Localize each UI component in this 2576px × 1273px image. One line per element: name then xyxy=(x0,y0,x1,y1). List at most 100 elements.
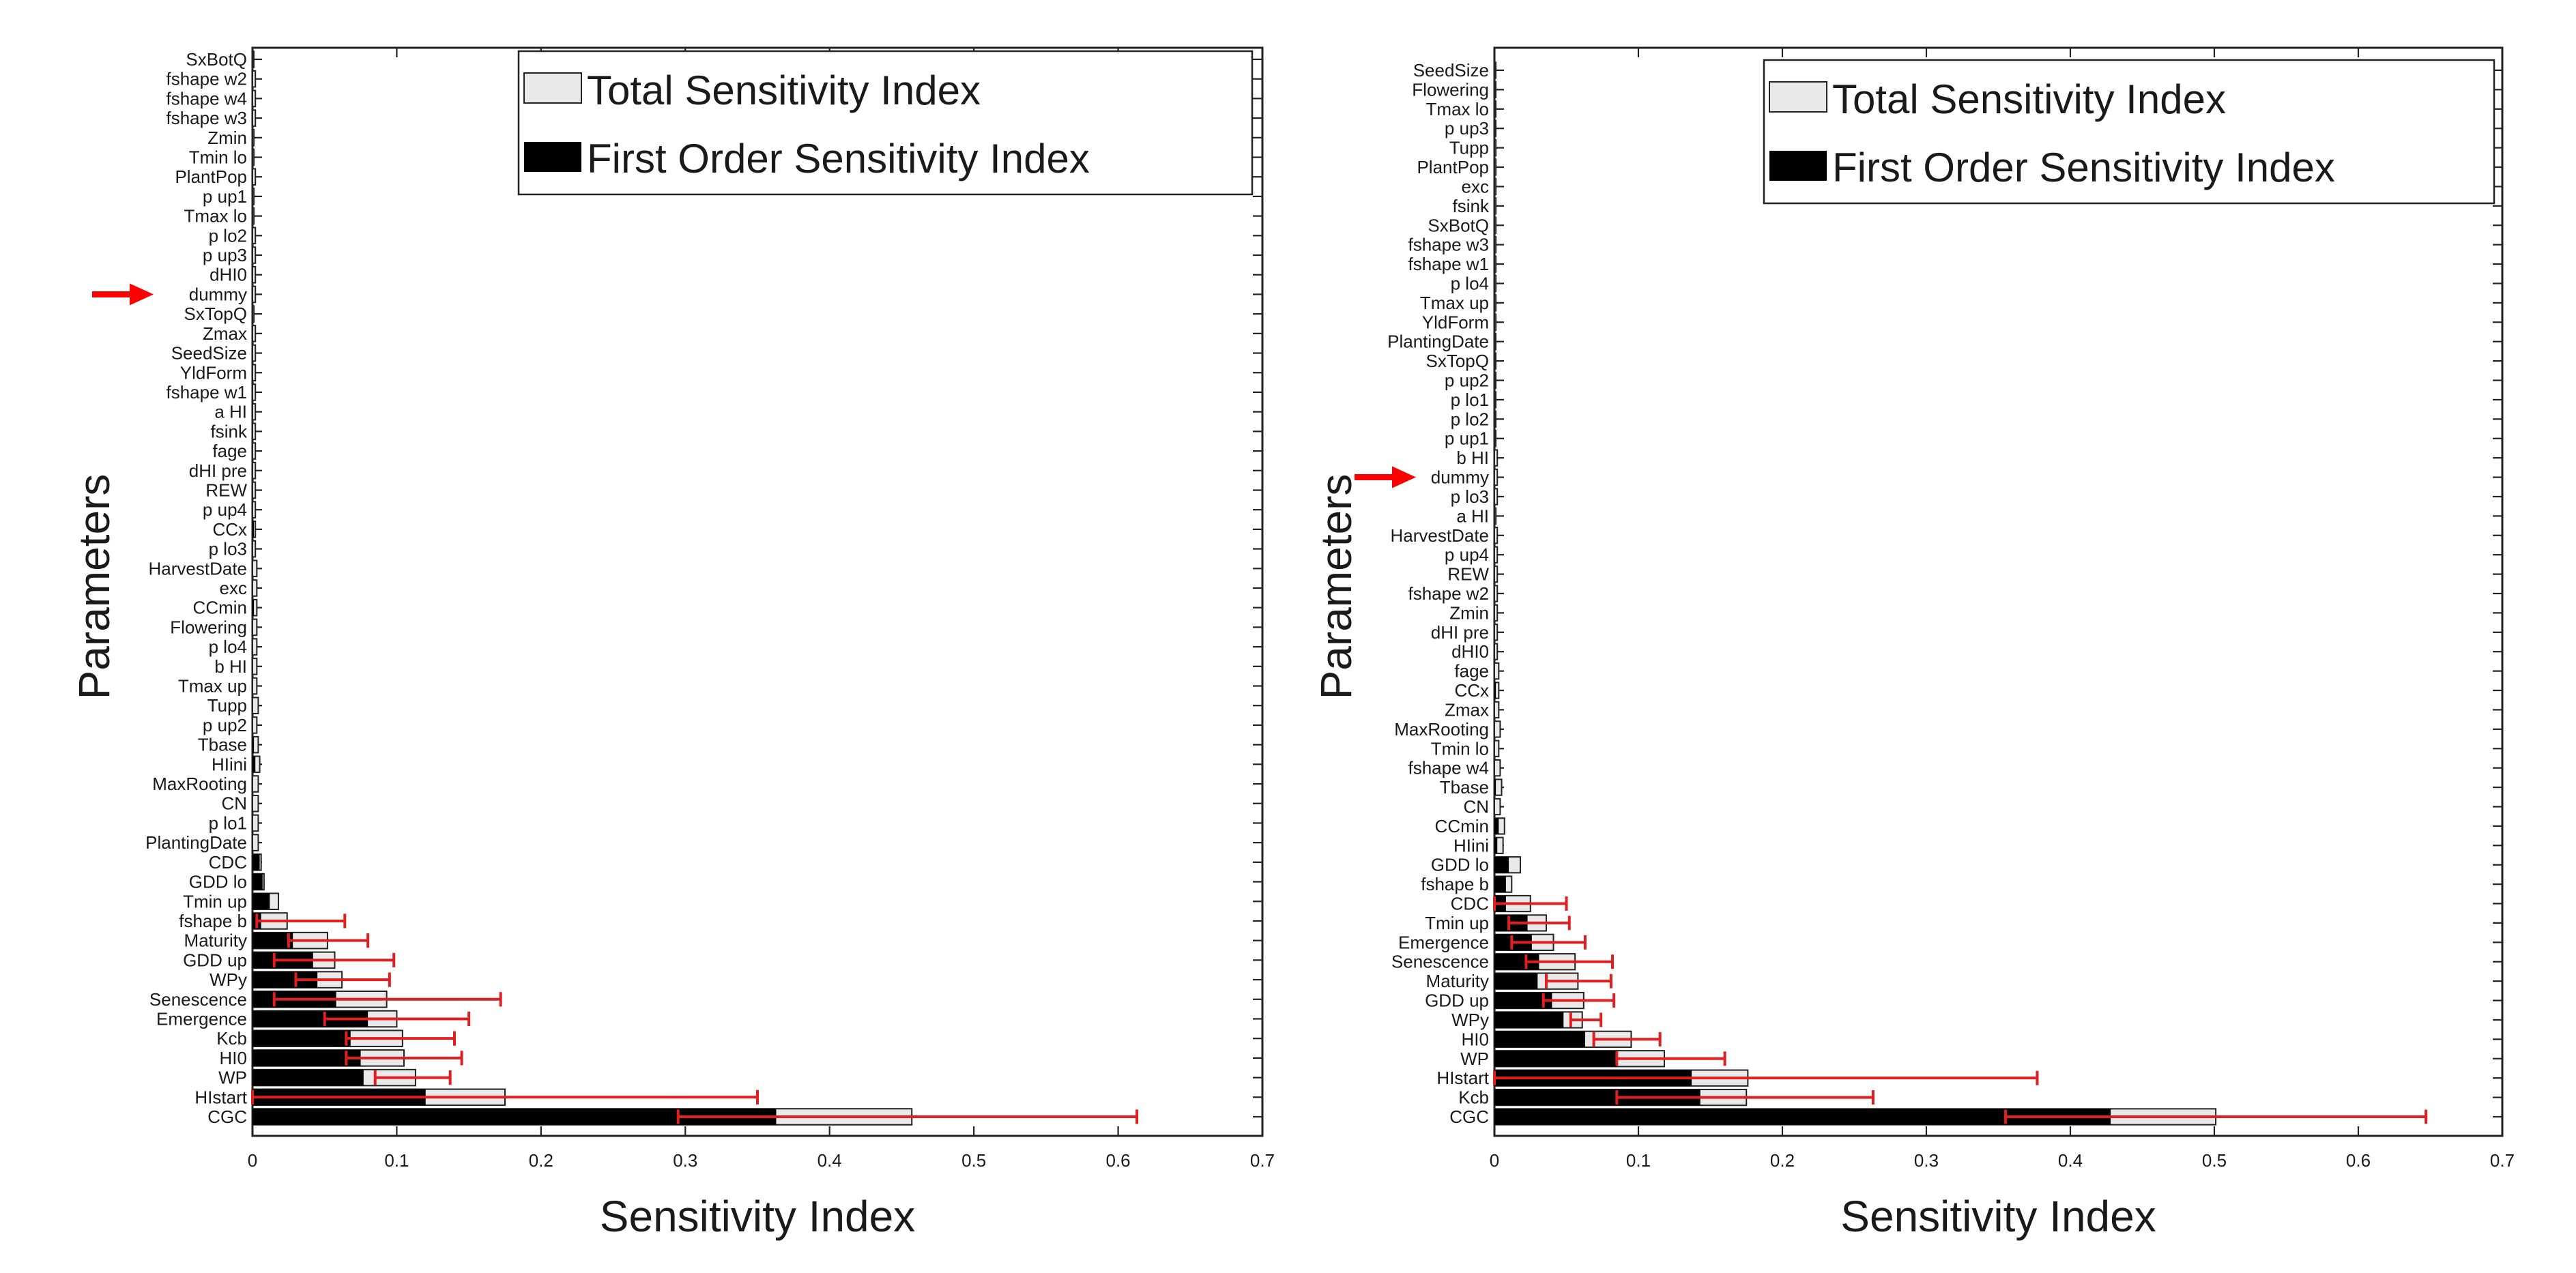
x-tick-label: 0.2 xyxy=(529,1150,553,1171)
first-order-bar-Tmin-up xyxy=(252,893,270,910)
y-tick-label: p up3 xyxy=(1445,118,1489,138)
total-bar-a-HI xyxy=(252,403,257,421)
y-tick-label: WPy xyxy=(209,969,247,990)
y-tick-label: REW xyxy=(1447,564,1489,585)
y-tick-label: p up1 xyxy=(203,186,247,207)
y-tick-label: CCx xyxy=(1454,680,1489,701)
y-tick-label: p lo3 xyxy=(209,539,247,559)
y-tick-label: fage xyxy=(212,441,247,461)
y-tick-label: Tbase xyxy=(1440,777,1489,798)
x-tick-label: 0.3 xyxy=(1914,1150,1939,1171)
total-bar-p-up4 xyxy=(1494,546,1499,564)
legend-swatch-total xyxy=(1769,81,1827,113)
total-bar-fshape-w4 xyxy=(252,89,257,108)
y-tick-label: Zmin xyxy=(1449,602,1489,623)
total-bar-fsink xyxy=(252,422,257,441)
y-tick-label: SxBotQ xyxy=(186,49,247,70)
legend: Total Sensitivity Index First Order Sensi… xyxy=(1763,59,2495,205)
total-bar-dummy xyxy=(1494,468,1499,486)
y-tick-label: fshape w3 xyxy=(166,108,247,128)
y-tick-label: SeedSize xyxy=(171,343,247,364)
total-bar-p-lo4 xyxy=(1494,274,1497,293)
y-tick-label: Senescence xyxy=(1391,952,1489,972)
total-bar-SxTopQ xyxy=(1494,352,1496,370)
total-bar-PlantingDate xyxy=(252,834,259,851)
y-tick-label: p up3 xyxy=(203,245,247,265)
first-order-bar-Kcb xyxy=(252,1030,351,1047)
total-bar-fshape-w3 xyxy=(1494,236,1497,254)
first-order-bar-GDD-lo xyxy=(1494,857,1509,873)
y-tick-label: WP xyxy=(218,1068,247,1088)
first-order-bar-Senescence xyxy=(1494,954,1539,970)
y-tick-label: fshape b xyxy=(1421,874,1489,894)
y-tick-label: Senescence xyxy=(149,989,247,1010)
x-tick-label: 0.3 xyxy=(673,1150,697,1171)
y-tick-label: PlantPop xyxy=(175,166,247,187)
total-bar-SeedSize xyxy=(1494,61,1496,79)
total-bar-fshape-w3 xyxy=(252,109,257,127)
y-tick-label: Flowering xyxy=(170,617,247,637)
total-bar-fage xyxy=(252,442,257,460)
total-bar-Zmax xyxy=(252,325,257,342)
total-bar-Tmin-lo xyxy=(252,148,255,166)
total-bar-Tmax-lo xyxy=(1494,100,1496,118)
y-tick-label: SxTopQ xyxy=(1426,351,1490,371)
y-tick-label: p up2 xyxy=(1445,370,1489,391)
total-bar-p-lo3 xyxy=(252,540,257,558)
x-axis-title: Sensitivity Index xyxy=(1840,1192,2156,1241)
y-tick-label: SxTopQ xyxy=(184,304,248,324)
x-tick-label: 0.5 xyxy=(2202,1150,2227,1171)
y-tick-label: PlantPop xyxy=(1417,157,1489,177)
y-tick-label: a HI xyxy=(1456,506,1489,526)
y-tick-label: Tbase xyxy=(198,735,247,755)
total-bar-exc xyxy=(1494,177,1497,196)
total-bar-exc xyxy=(252,579,258,597)
total-bar-Flowering xyxy=(1494,81,1496,99)
first-order-bar-HI0 xyxy=(1494,1031,1585,1048)
total-bar-SxBotQ xyxy=(252,50,255,68)
y-tick-label: fshape w2 xyxy=(166,69,247,89)
highlight-arrow-head xyxy=(1392,466,1416,488)
first-order-bar-WPy xyxy=(252,971,318,988)
y-axis-title: Parameters xyxy=(1312,474,1361,700)
y-tick-label: HI0 xyxy=(220,1048,247,1068)
y-tick-label: a HI xyxy=(214,402,247,422)
total-bar-dHI-pre xyxy=(252,462,257,480)
total-bar-fsink xyxy=(1494,197,1497,215)
total-bar-MaxRooting xyxy=(1494,720,1501,738)
total-bar-p-lo2 xyxy=(252,226,257,245)
total-bar-PlantPop xyxy=(252,168,257,186)
y-tick-label: Tmin lo xyxy=(189,147,247,168)
chart-panel-2: 0 0.1 0.2 0.3 0.4 0.5 0.6 0.7SeedSizeFloweringT… xyxy=(1312,46,2515,1241)
total-bar-a-HI xyxy=(1494,507,1497,525)
first-order-bar-CDC xyxy=(252,854,260,870)
y-tick-label: fshape w4 xyxy=(166,88,247,108)
total-bar-YldForm xyxy=(1494,313,1497,331)
y-tick-label: fshape w2 xyxy=(1408,583,1489,604)
y-tick-label: fsink xyxy=(1453,196,1490,216)
first-order-bar-CCx xyxy=(252,521,255,538)
y-tick-label: GDD up xyxy=(183,950,247,970)
total-bar-dHI0 xyxy=(1494,643,1499,660)
y-tick-label: dummy xyxy=(1431,467,1489,488)
y-tick-label: dHI pre xyxy=(189,460,247,481)
first-order-bar-WP xyxy=(1494,1051,1617,1067)
first-order-bar-Maturity xyxy=(1494,973,1538,989)
y-tick-label: p lo2 xyxy=(1451,409,1489,429)
total-bar-SeedSize xyxy=(252,344,257,362)
legend-swatch-first-order xyxy=(1769,151,1827,181)
total-bar-REW xyxy=(1494,565,1499,583)
legend-label-total: Total Sensitivity Index xyxy=(587,68,981,113)
y-tick-label: exc xyxy=(1462,176,1489,196)
y-tick-label: dummy xyxy=(189,284,247,304)
total-bar-p-up2 xyxy=(1494,371,1496,390)
total-bar-Flowering xyxy=(252,618,258,636)
total-bar-p-up3 xyxy=(1494,119,1496,137)
y-tick-label: Tmax up xyxy=(178,676,247,697)
y-tick-label: HarvestDate xyxy=(149,558,248,579)
y-tick-label: HI0 xyxy=(1462,1029,1489,1049)
total-bar-dHI0 xyxy=(252,265,257,284)
x-tick-label: 0.1 xyxy=(1626,1150,1651,1171)
